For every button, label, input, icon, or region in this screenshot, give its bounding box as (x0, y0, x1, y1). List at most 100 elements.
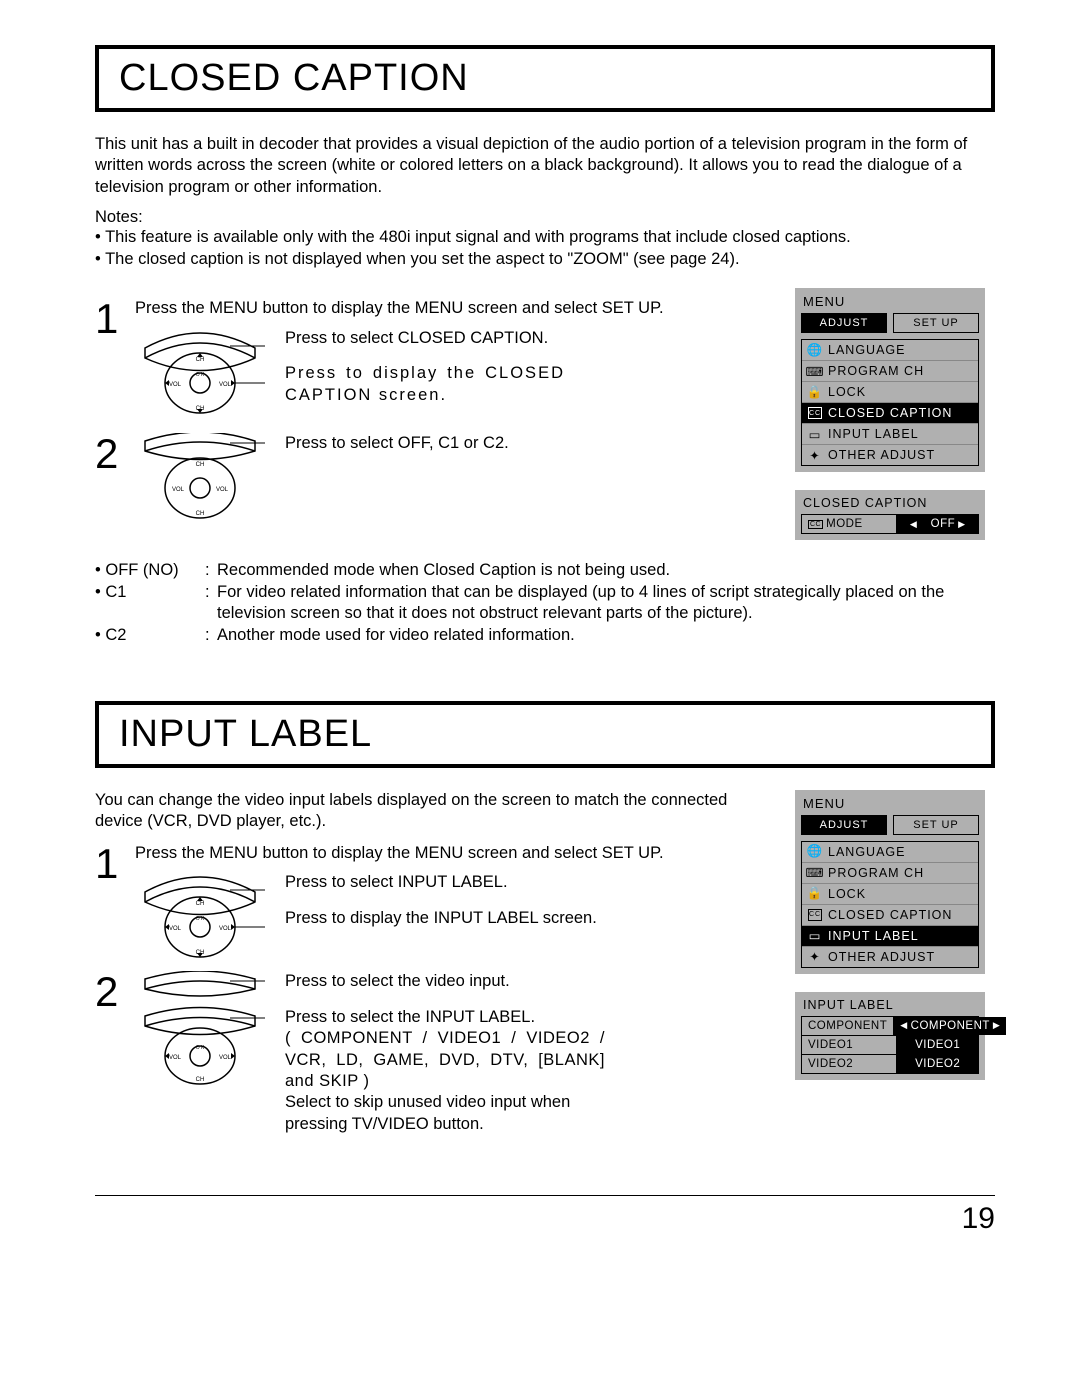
step-text: Press the MENU button to display the MEN… (135, 843, 765, 864)
cc-icon: CC (808, 407, 822, 419)
step-2: 2 CH CH VOL VOL (95, 433, 765, 528)
osd-input-row-label: VIDEO2 (802, 1055, 897, 1073)
globe-icon: 🌐 (808, 846, 822, 858)
osd-tab-adjust: ADJUST (801, 815, 887, 835)
osd-menu-title: MENU (801, 294, 979, 313)
step-subtext: Press to display the CLOSED CAPTION scre… (285, 363, 565, 406)
step-number: 2 (95, 433, 135, 475)
tv-icon: ⌨ (808, 365, 822, 377)
osd-item-highlighted: ▭INPUT LABEL (802, 926, 978, 947)
adjust-icon: ✦ (808, 449, 822, 461)
svg-text:O K: O K (196, 1045, 205, 1051)
osd-menu-list: 🌐LANGUAGE ⌨PROGRAM CH 🔒LOCK CCCLOSED CAP… (801, 339, 979, 466)
svg-text:CH: CH (196, 1077, 205, 1083)
step-1: 1 Press the MENU button to display the M… (95, 843, 765, 967)
lock-icon: 🔒 (808, 888, 822, 900)
osd-cc-mode-label: CCMODE (802, 515, 897, 533)
mode-key: • OFF (NO) (95, 560, 205, 581)
step-subtext: Press to select the INPUT LABEL. (285, 1007, 765, 1028)
section-title: INPUT LABEL (119, 713, 971, 756)
svg-text:CH: CH (196, 511, 205, 517)
tv-icon: ⌨ (808, 867, 822, 879)
svg-text:CH: CH (196, 901, 205, 907)
step-number: 1 (95, 843, 135, 885)
steps-column: 1 Press the MENU button to display the M… (95, 288, 765, 527)
step-subtext: Select to skip unused video input when p… (285, 1092, 605, 1135)
section-title-box: INPUT LABEL (95, 701, 995, 768)
svg-text:VOL: VOL (219, 926, 232, 932)
svg-text:VOL: VOL (219, 1055, 232, 1061)
osd-menu-list: 🌐LANGUAGE ⌨PROGRAM CH 🔒LOCK CCCLOSED CAP… (801, 841, 979, 968)
svg-text:VOL: VOL (169, 926, 182, 932)
osd-item: ⌨PROGRAM CH (802, 361, 978, 382)
step-text: Press the MENU button to display the MEN… (135, 298, 765, 319)
intro-text: You can change the video input labels di… (95, 790, 765, 833)
osd-item-highlighted: CCCLOSED CAPTION (802, 403, 978, 424)
mode-val: For video related information that can b… (217, 582, 995, 625)
osd-item: ✦OTHER ADJUST (802, 947, 978, 967)
mode-val: Another mode used for video related info… (217, 625, 995, 646)
osd-tab-adjust: ADJUST (801, 313, 887, 333)
osd-item: ▭INPUT LABEL (802, 424, 978, 445)
osd-column: MENU ADJUST SET UP 🌐LANGUAGE ⌨PROGRAM CH… (795, 288, 995, 540)
lock-icon: 🔒 (808, 386, 822, 398)
svg-text:O K: O K (196, 372, 205, 378)
section-title-box: CLOSED CAPTION (95, 45, 995, 112)
osd-item: ✦OTHER ADJUST (802, 445, 978, 465)
osd-menu: MENU ADJUST SET UP 🌐LANGUAGE ⌨PROGRAM CH… (795, 288, 985, 472)
svg-text:VOL: VOL (219, 382, 232, 388)
osd-input-row-label: COMPONENT (802, 1017, 894, 1035)
osd-tab-setup: SET UP (893, 313, 979, 333)
osd-item: 🌐LANGUAGE (802, 842, 978, 863)
osd-input-row-value: ◀COMPONENT▶ (894, 1017, 1006, 1035)
osd-input-submenu: INPUT LABEL COMPONENT ◀COMPONENT▶ VIDEO1… (795, 992, 985, 1080)
osd-column: MENU ADJUST SET UP 🌐LANGUAGE ⌨PROGRAM CH… (795, 790, 995, 1080)
remote-icon: CH CH VOL VOL (135, 433, 265, 528)
step-number: 2 (95, 971, 135, 1013)
label-icon: ▭ (808, 428, 822, 440)
remote-icon: CH CH VOL VOL O K (135, 872, 265, 967)
osd-item: ⌨PROGRAM CH (802, 863, 978, 884)
mode-descriptions: • OFF (NO) : Recommended mode when Close… (95, 560, 995, 646)
svg-text:VOL: VOL (216, 487, 229, 493)
osd-item: 🔒LOCK (802, 382, 978, 403)
step-number: 1 (95, 298, 135, 340)
note-line: • This feature is available only with th… (95, 227, 995, 248)
remote-icon: CH VOL VOL O K (135, 971, 265, 1091)
step-2: 2 CH VOL (95, 971, 765, 1135)
notes-label: Notes: (95, 208, 995, 227)
footer-rule (95, 1195, 995, 1196)
step-subtext: Press to select CLOSED CAPTION. (285, 328, 765, 349)
cc-icon: CC (808, 909, 822, 921)
label-icon: ▭ (808, 930, 822, 942)
step-subtext: ( COMPONENT / VIDEO1 / VIDEO2 / VCR, LD,… (285, 1028, 605, 1092)
mode-key: • C2 (95, 625, 205, 646)
mode-val: Recommended mode when Closed Caption is … (217, 560, 995, 581)
svg-text:VOL: VOL (169, 1055, 182, 1061)
svg-text:VOL: VOL (169, 382, 182, 388)
osd-menu-title: MENU (801, 796, 979, 815)
osd-item: CCCLOSED CAPTION (802, 905, 978, 926)
note-line: • The closed caption is not displayed wh… (95, 249, 995, 270)
section-title: CLOSED CAPTION (119, 57, 971, 100)
step-subtext: Press to select OFF, C1 or C2. (285, 433, 765, 454)
osd-item: 🌐LANGUAGE (802, 340, 978, 361)
osd-menu: MENU ADJUST SET UP 🌐LANGUAGE ⌨PROGRAM CH… (795, 790, 985, 974)
step-subtext: Press to select INPUT LABEL. (285, 872, 765, 893)
steps-column: You can change the video input labels di… (95, 790, 765, 1135)
osd-input-row-value: VIDEO1 (897, 1036, 978, 1054)
step-1: 1 Press the MENU button to display the M… (95, 298, 765, 422)
remote-icon: CH CH VOL VOL O K (135, 328, 265, 423)
mode-key: • C1 (95, 582, 205, 625)
intro-text: This unit has a built in decoder that pr… (95, 134, 995, 198)
osd-tab-setup: SET UP (893, 815, 979, 835)
osd-input-title: INPUT LABEL (801, 998, 979, 1016)
adjust-icon: ✦ (808, 951, 822, 963)
page-number: 19 (95, 1202, 995, 1236)
osd-cc-submenu: CLOSED CAPTION CCMODE ◀ OFF▶ (795, 490, 985, 540)
osd-input-row-value: VIDEO2 (897, 1055, 978, 1073)
step-subtext: Press to select the video input. (285, 971, 765, 992)
step-subtext: Press to display the INPUT LABEL screen. (285, 908, 765, 929)
osd-cc-mode-value: ◀ OFF▶ (897, 515, 978, 533)
osd-item: 🔒LOCK (802, 884, 978, 905)
